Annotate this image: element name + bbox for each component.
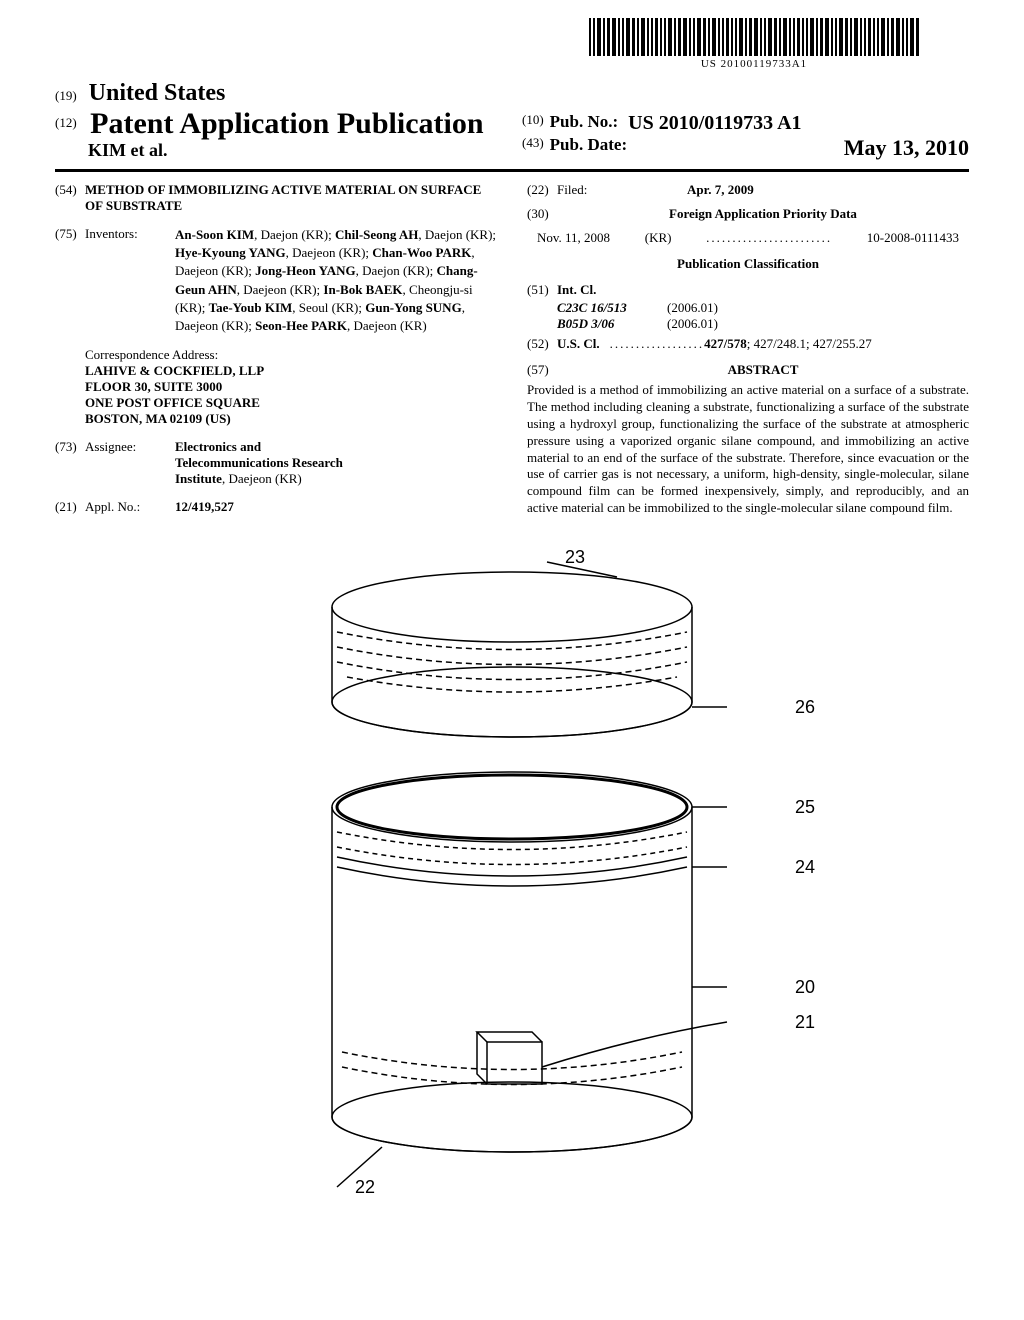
pubdate-value: May 13, 2010 <box>844 135 969 161</box>
applno-num: (21) <box>55 499 85 515</box>
correspondence-line1: LAHIVE & COCKFIELD, LLP <box>85 363 497 379</box>
abstract-num: (57) <box>527 362 557 378</box>
pubdate-label: Pub. Date: <box>550 135 627 161</box>
fig-label-20: 20 <box>795 977 815 998</box>
applno-value: 12/419,527 <box>175 499 497 515</box>
divider <box>55 169 969 172</box>
fig-label-21: 21 <box>795 1012 815 1033</box>
barcode-area: US 20100119733A1 <box>589 18 919 70</box>
applno-label: Appl. No.: <box>85 499 175 515</box>
header: (19) United States (12) Patent Applicati… <box>55 80 969 161</box>
priority-date: Nov. 11, 2008 <box>537 230 610 246</box>
intcl-row-1: B05D 3/06 (2006.01) <box>557 316 969 332</box>
intcl-code-0: C23C 16/513 <box>557 300 667 316</box>
pubno-label: Pub. No.: <box>550 112 618 135</box>
fig-label-26: 26 <box>795 697 815 718</box>
country-num: (19) <box>55 88 77 103</box>
intcl-num: (51) <box>527 282 557 298</box>
correspondence-line3: ONE POST OFFICE SQUARE <box>85 395 497 411</box>
pubno-value: US 2010/0119733 A1 <box>628 112 801 135</box>
intcl-row-0: C23C 16/513 (2006.01) <box>557 300 969 316</box>
uscl-value: 427/578; 427/248.1; 427/255.27 <box>704 336 872 352</box>
inventors-list: An-Soon KIM, Daejon (KR); Chil-Seong AH,… <box>175 226 497 335</box>
correspondence-label: Correspondence Address: <box>85 347 497 363</box>
uscl-label: U.S. Cl. <box>557 336 600 352</box>
abstract-heading: ABSTRACT <box>557 362 969 378</box>
fig-label-24: 24 <box>795 857 815 878</box>
correspondence-line4: BOSTON, MA 02109 (US) <box>85 411 497 427</box>
pub-type: Patent Application Publication <box>90 107 483 140</box>
right-column: (22) Filed: Apr. 7, 2009 (30) Foreign Ap… <box>527 182 969 527</box>
foreign-num: (30) <box>527 206 557 222</box>
intcl-label: Int. Cl. <box>557 282 596 298</box>
uscl-dots: .................. <box>610 336 705 352</box>
left-column: (54) METHOD OF IMMOBILIZING ACTIVE MATER… <box>55 182 497 527</box>
country: United States <box>89 80 226 106</box>
foreign-heading: Foreign Application Priority Data <box>557 206 969 222</box>
classification-heading: Publication Classification <box>527 256 969 272</box>
authors: KIM et al. <box>88 140 502 161</box>
main-content: (54) METHOD OF IMMOBILIZING ACTIVE MATER… <box>55 182 969 527</box>
intcl-year-1: (2006.01) <box>667 316 718 332</box>
figure: 23 26 25 24 20 21 22 <box>55 547 969 1212</box>
figure-svg <box>187 547 837 1207</box>
assignee-num: (73) <box>55 439 85 487</box>
priority-country: (KR) <box>645 230 672 246</box>
barcode <box>589 18 919 56</box>
pubno-num: (10) <box>522 112 544 135</box>
pub-type-num: (12) <box>55 115 77 130</box>
inventors-label: Inventors: <box>85 226 175 335</box>
priority-row: Nov. 11, 2008 (KR) .....................… <box>537 230 959 246</box>
abstract-text: Provided is a method of immobilizing an … <box>527 382 969 517</box>
fig-label-23: 23 <box>565 547 585 568</box>
fig-label-25: 25 <box>795 797 815 818</box>
inventors-num: (75) <box>55 226 85 335</box>
assignee-label: Assignee: <box>85 439 175 487</box>
fig-label-22: 22 <box>355 1177 375 1198</box>
uscl-num: (52) <box>527 336 557 352</box>
title-num: (54) <box>55 182 85 214</box>
priority-number: 10-2008-0111433 <box>867 230 959 246</box>
priority-dots: ........................ <box>706 230 832 246</box>
filed-num: (22) <box>527 182 557 198</box>
correspondence: Correspondence Address: LAHIVE & COCKFIE… <box>85 347 497 427</box>
filed-value: Apr. 7, 2009 <box>687 182 754 198</box>
filed-label: Filed: <box>557 182 647 198</box>
pubdate-num: (43) <box>522 135 544 161</box>
correspondence-line2: FLOOR 30, SUITE 3000 <box>85 379 497 395</box>
assignee-value: Electronics andTelecommunications Resear… <box>175 439 497 487</box>
intcl-code-1: B05D 3/06 <box>557 316 667 332</box>
barcode-text: US 20100119733A1 <box>589 58 919 70</box>
intcl-year-0: (2006.01) <box>667 300 718 316</box>
title-text: METHOD OF IMMOBILIZING ACTIVE MATERIAL O… <box>85 182 497 214</box>
